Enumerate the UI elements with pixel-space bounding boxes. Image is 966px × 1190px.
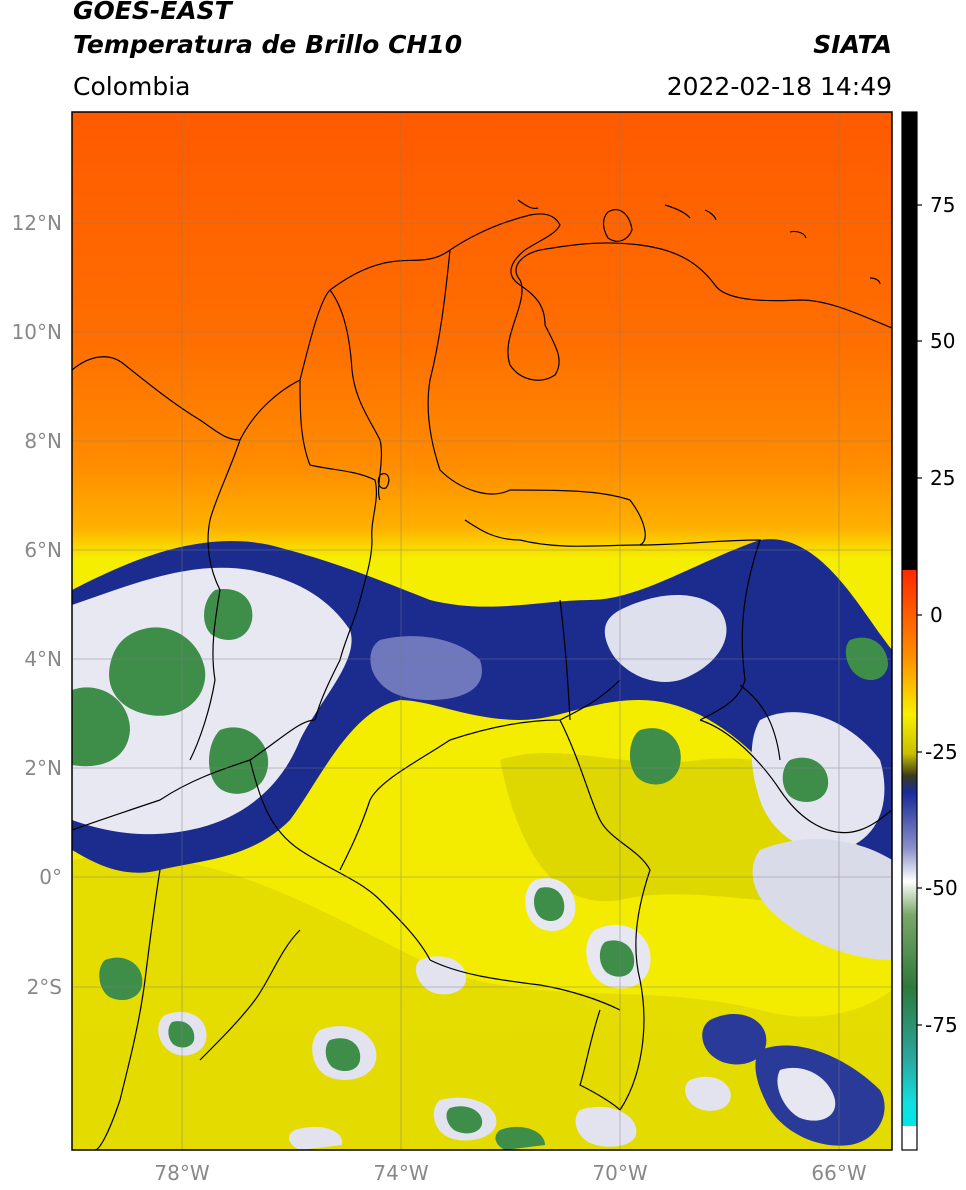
lat-tick-label: 8°N [24,429,62,453]
lon-tick-label: 78°W [154,1161,209,1185]
lon-tick-label: 66°W [811,1161,866,1185]
product-title: Temperatura de Brillo CH10 [73,30,463,59]
colorbar-tick-label: 50 [930,329,955,353]
satellite-title: GOES-EAST [73,0,232,25]
lat-tick-label: 2°S [27,975,62,999]
organization-label: SIATA [813,30,892,59]
lat-tick-label: 0° [39,865,62,889]
colorbar-black-segment [902,112,917,570]
lat-tick-label: 2°N [24,756,62,780]
brightness-temperature-image [72,112,892,1150]
colorbar-gradient [902,570,917,1126]
colorbar-tick-label: -75 [925,1013,958,1037]
colorbar-tick-label: -25 [925,740,958,764]
colorbar-white-segment [902,1126,917,1150]
map-gridlines [72,112,892,1150]
colorbar-tick-label: 75 [930,193,955,217]
lon-tick-label: 70°W [592,1161,647,1185]
colorbar-tick-label: -50 [925,876,958,900]
lat-tick-label: 10°N [12,320,62,344]
colorbar-tick-label: 25 [930,466,955,490]
lon-tick-label: 74°W [373,1161,428,1185]
lat-tick-label: 12°N [12,211,62,235]
colorbar-tick-label: 0 [930,603,943,627]
latitude-axis: 12°N 10°N 8°N 6°N 4°N 2°N 0° 2°S [12,211,62,999]
lat-tick-label: 4°N [24,647,62,671]
map-frame [71,111,893,1151]
lat-tick-label: 6°N [24,538,62,562]
longitude-axis: 78°W 74°W 70°W 66°W [154,1161,866,1185]
datetime-label: 2022-02-18 14:49 [666,72,892,101]
colorbar: 75 50 25 0 -25 -50 -75 [901,111,958,1151]
region-label: Colombia [73,72,191,101]
borders-coastlines [72,199,892,1150]
